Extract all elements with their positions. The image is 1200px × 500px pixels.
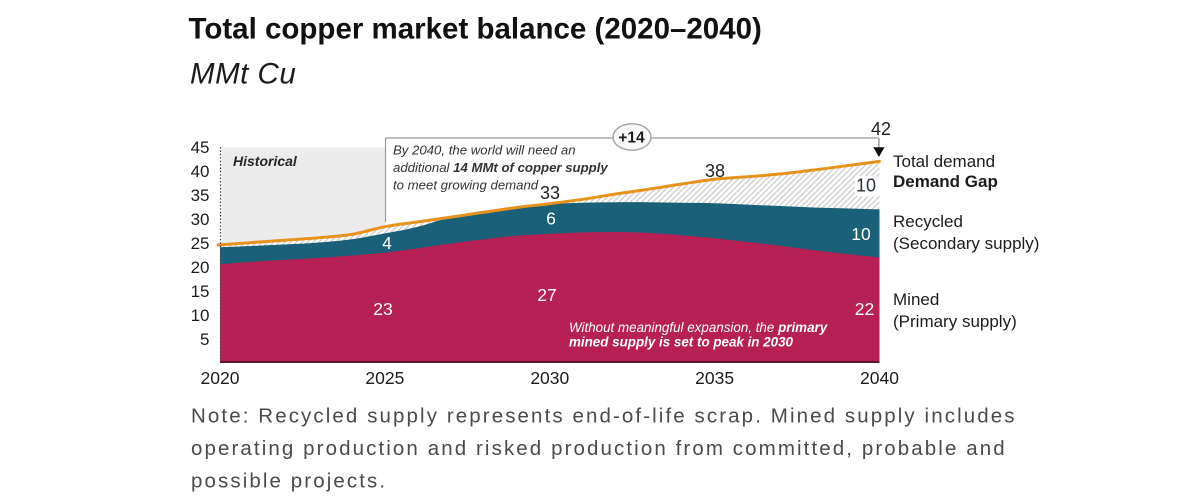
svg-text:30: 30 — [191, 210, 210, 229]
svg-text:operating production and riske: operating production and risked producti… — [191, 437, 1007, 460]
svg-text:35: 35 — [191, 186, 210, 205]
svg-text:MMt Cu: MMt Cu — [190, 58, 296, 91]
svg-text:2025: 2025 — [365, 368, 404, 388]
svg-text:Historical: Historical — [233, 153, 298, 169]
svg-text:10: 10 — [851, 224, 871, 244]
svg-text:5: 5 — [200, 330, 209, 349]
svg-text:22: 22 — [855, 299, 874, 319]
svg-text:40: 40 — [191, 162, 210, 181]
svg-text:2040: 2040 — [860, 368, 899, 388]
svg-text:+14: +14 — [618, 130, 645, 147]
svg-text:10: 10 — [191, 306, 210, 325]
svg-text:mined supply is set to peak in: mined supply is set to peak in 2030 — [569, 335, 794, 350]
svg-text:Total copper market balance (2: Total copper market balance (2020–2040) — [189, 13, 762, 46]
svg-text:to meet growing demand: to meet growing demand — [393, 178, 539, 193]
svg-text:45: 45 — [191, 138, 210, 157]
svg-text:27: 27 — [537, 285, 556, 305]
svg-text:(Secondary supply): (Secondary supply) — [893, 234, 1039, 253]
svg-text:23: 23 — [373, 299, 392, 319]
svg-text:25: 25 — [191, 234, 210, 253]
svg-text:Demand Gap: Demand Gap — [893, 172, 998, 191]
svg-text:10: 10 — [856, 176, 876, 196]
svg-text:42: 42 — [871, 119, 891, 139]
svg-text:Recycled: Recycled — [893, 212, 963, 231]
svg-text:33: 33 — [540, 183, 560, 203]
svg-text:By 2040, the world will need a: By 2040, the world will need an — [393, 143, 576, 158]
svg-text:possible projects.: possible projects. — [191, 470, 387, 493]
svg-text:2030: 2030 — [530, 368, 569, 388]
svg-text:Note: Recycled supply represen: Note: Recycled supply represents end-of-… — [191, 405, 1017, 428]
svg-text:20: 20 — [191, 258, 210, 277]
svg-text:additional 14 MMt of copper su: additional 14 MMt of copper supply — [393, 160, 608, 175]
svg-text:(Primary supply): (Primary supply) — [893, 312, 1017, 331]
svg-text:2020: 2020 — [201, 368, 240, 388]
svg-text:38: 38 — [705, 161, 725, 181]
svg-text:4: 4 — [382, 233, 392, 253]
svg-text:Total demand: Total demand — [893, 152, 995, 171]
svg-text:6: 6 — [546, 209, 556, 229]
svg-text:Mined: Mined — [893, 290, 939, 309]
svg-text:Without meaningful expansion,: Without meaningful expansion, the primar… — [569, 320, 828, 335]
svg-text:2035: 2035 — [695, 368, 734, 388]
svg-text:15: 15 — [191, 282, 210, 301]
